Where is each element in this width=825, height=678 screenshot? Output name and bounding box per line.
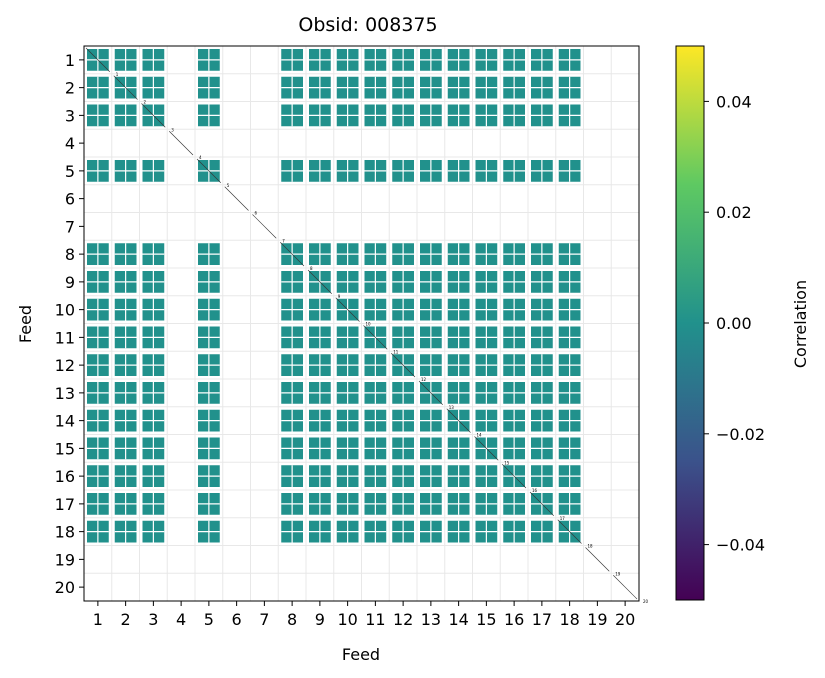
x-tick-label: 1	[93, 610, 103, 629]
diagonal-line	[307, 269, 332, 294]
y-tick-label: 10	[55, 301, 75, 320]
x-tick-label: 15	[476, 610, 496, 629]
diagonal-label: 15	[504, 460, 510, 465]
colorbar-ticks: 0.04 0.02 0.00 −0.02 −0.04	[704, 92, 765, 555]
diagonal-label: 2	[144, 100, 147, 105]
y-tick-label: 20	[55, 578, 75, 597]
heatmap-cells	[87, 49, 581, 543]
diagonal-label: 6	[255, 211, 258, 216]
diagonal-line	[85, 47, 110, 72]
diagonal-line	[169, 131, 194, 156]
diagonal-label: 19	[615, 571, 621, 576]
y-tick-label: 17	[55, 495, 75, 514]
colorbar-tick-label: 0.04	[716, 92, 752, 111]
x-tick-label: 20	[615, 610, 635, 629]
x-tick-label: 18	[559, 610, 579, 629]
diagonal-line	[613, 575, 638, 600]
diagonal-label: 5	[227, 183, 230, 188]
colorbar-tick-label: −0.02	[716, 425, 765, 444]
x-tick-label: 14	[448, 610, 468, 629]
diagonal-line	[585, 547, 610, 572]
y-tick-label: 8	[65, 245, 75, 264]
diagonal-label: 3	[171, 127, 174, 132]
y-tick-label: 3	[65, 106, 75, 125]
x-tick-label: 10	[337, 610, 357, 629]
y-tick-label: 19	[55, 550, 75, 569]
diagonal-label: 14	[477, 433, 483, 438]
grid	[84, 46, 639, 601]
x-axis-label: Feed	[342, 645, 380, 664]
diagonal-label: 20	[643, 599, 649, 604]
x-tick-label: 9	[315, 610, 325, 629]
y-tick-label: 2	[65, 79, 75, 98]
y-tick-label: 7	[65, 217, 75, 236]
colorbar-tick-label: −0.04	[716, 536, 765, 555]
diagonal-line	[418, 380, 443, 405]
diagonal-line	[557, 519, 582, 544]
diagonal-line	[113, 75, 138, 100]
diagonal-label: 7	[282, 238, 285, 243]
x-tick-label: 3	[148, 610, 158, 629]
plot-frame	[83, 45, 640, 602]
diagonal-label: 12	[421, 377, 427, 382]
diagonal-line	[474, 436, 499, 461]
diagonal-label: 1	[116, 72, 119, 77]
diagonal-line	[141, 103, 166, 128]
diagonal-label: 8	[310, 266, 313, 271]
x-tick-label: 6	[232, 610, 242, 629]
diagonal-line	[280, 242, 305, 267]
y-axis-label: Feed	[16, 305, 35, 343]
y-tick-label: 12	[55, 356, 75, 375]
y-tick-label: 15	[55, 439, 75, 458]
y-tick-label: 1	[65, 51, 75, 70]
diagonal-line	[391, 353, 416, 378]
diagonal-label: 4	[199, 155, 202, 160]
x-tick-label: 17	[532, 610, 552, 629]
x-axis-ticks: 1 2 3 4 5 6 7 8 9 10 11 12 13 14 15 16 17 18 19 20	[93, 601, 635, 629]
diagonal-line	[196, 158, 221, 183]
y-tick-label: 6	[65, 190, 75, 209]
diagonal-line	[446, 408, 471, 433]
diagonal-line	[529, 491, 554, 516]
diagonal-line	[363, 325, 388, 350]
x-tick-label: 7	[259, 610, 269, 629]
x-tick-label: 5	[204, 610, 214, 629]
diagonal-label: 16	[532, 488, 538, 493]
x-tick-label: 2	[121, 610, 131, 629]
colorbar	[675, 45, 705, 601]
diagonal-label: 17	[560, 516, 566, 521]
x-tick-label: 11	[365, 610, 385, 629]
diagonal-label: 18	[588, 544, 594, 549]
x-tick-label: 8	[287, 610, 297, 629]
x-tick-label: 19	[587, 610, 607, 629]
y-tick-label: 5	[65, 162, 75, 181]
x-tick-label: 13	[421, 610, 441, 629]
y-tick-label: 13	[55, 384, 75, 403]
diagonal-label: 13	[449, 405, 455, 410]
y-tick-label: 16	[55, 467, 75, 486]
diagonal-label: 10	[366, 322, 372, 327]
y-tick-label: 18	[55, 523, 75, 542]
x-tick-label: 12	[393, 610, 413, 629]
y-tick-label: 4	[65, 134, 75, 153]
diagonal-line	[252, 214, 277, 239]
diagonal-label: 11	[393, 349, 399, 354]
x-tick-label: 16	[504, 610, 524, 629]
diagonal-line	[502, 464, 527, 489]
colorbar-tick-label: 0.02	[716, 203, 752, 222]
y-tick-label: 9	[65, 273, 75, 292]
colorbar-tick-label: 0.00	[716, 314, 752, 333]
y-tick-label: 11	[55, 328, 75, 347]
diagonal-line	[335, 297, 360, 322]
y-tick-label: 14	[55, 412, 75, 431]
x-tick-label: 4	[176, 610, 186, 629]
colorbar-label: Correlation	[791, 280, 810, 368]
chart-title: Obsid: 008375	[298, 14, 437, 36]
diagonal-label: 9	[338, 294, 341, 299]
diagonal-line	[224, 186, 249, 211]
